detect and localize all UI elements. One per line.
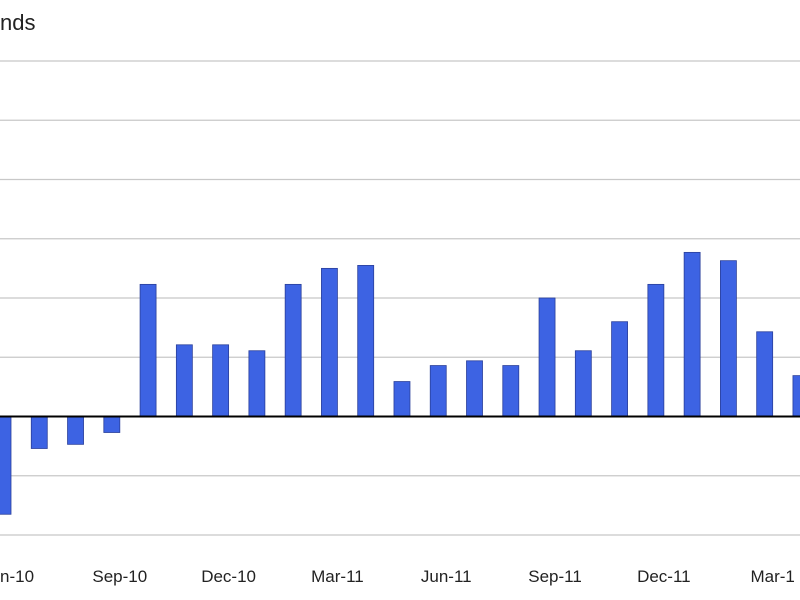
bar (502, 365, 520, 417)
bar (792, 375, 800, 417)
chart-title: nds (0, 10, 35, 35)
bar (756, 331, 774, 417)
bar (103, 416, 121, 433)
bar (284, 283, 302, 417)
bar (647, 283, 665, 417)
x-tick-label: Mar-11 (311, 567, 364, 586)
x-tick-label: n-10 (0, 567, 34, 586)
x-tick-label: Mar-1 (750, 567, 794, 586)
bar (67, 416, 84, 445)
bar (357, 265, 375, 417)
bar (248, 350, 266, 417)
bar (611, 321, 628, 417)
bar (321, 267, 338, 417)
x-tick-label: Jun-11 (421, 567, 472, 586)
bar (30, 416, 48, 449)
bar (212, 344, 230, 417)
x-tick-label: Sep-11 (528, 567, 582, 586)
x-tick-label: Dec-11 (637, 567, 691, 586)
bar (0, 416, 12, 515)
bar (139, 283, 157, 417)
bar (175, 344, 193, 417)
bar (574, 350, 592, 417)
bar (429, 365, 447, 417)
bar (720, 260, 737, 417)
bar (538, 297, 556, 417)
x-tick-label: Sep-10 (92, 567, 147, 586)
x-tick-label: Dec-10 (201, 567, 256, 586)
bar (683, 251, 701, 417)
bar (393, 381, 411, 417)
bar (466, 360, 483, 417)
